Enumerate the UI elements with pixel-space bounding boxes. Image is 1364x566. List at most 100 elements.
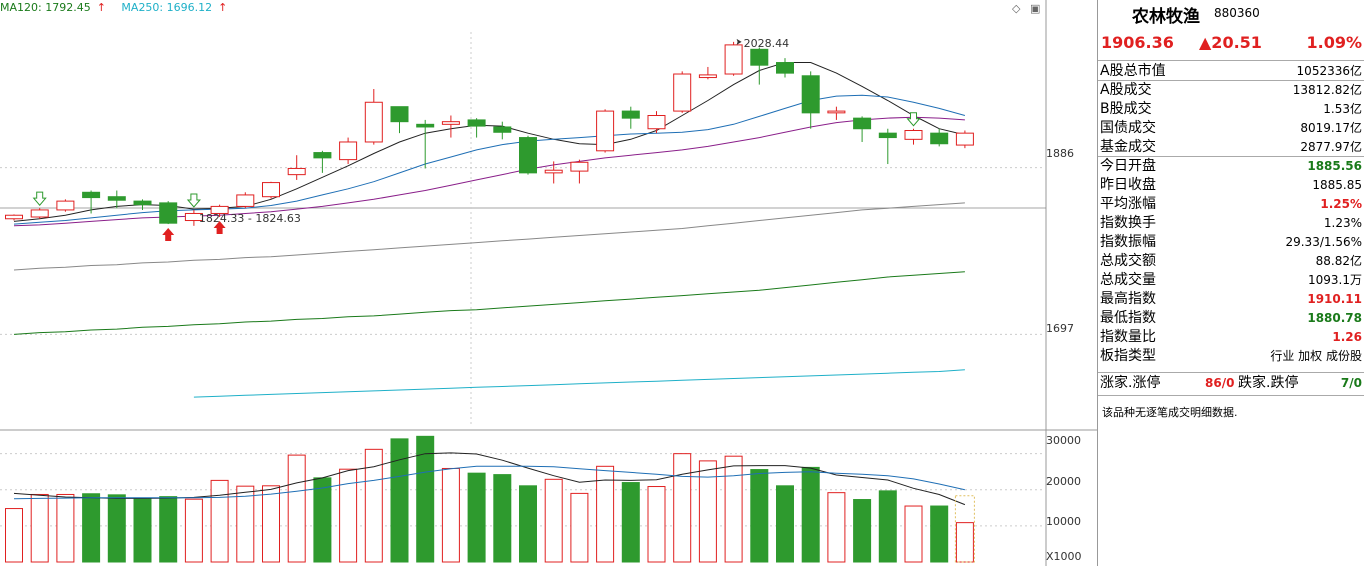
sell-signal-down-arrow-icon bbox=[906, 112, 921, 127]
volume-bar-down bbox=[621, 482, 640, 563]
candle-body-up bbox=[955, 132, 974, 146]
divider bbox=[1098, 60, 1364, 61]
volume-bar-down bbox=[776, 485, 794, 563]
volume-bar-down bbox=[519, 485, 537, 563]
candle-body-down bbox=[621, 110, 640, 119]
candle bbox=[5, 214, 23, 221]
vma5-line bbox=[13, 452, 966, 506]
volume-bar-down bbox=[493, 474, 512, 563]
candle-body-down bbox=[107, 196, 126, 201]
volume-bar-up bbox=[30, 493, 49, 563]
stat-row: 指数换手 1.23% bbox=[1100, 214, 1362, 233]
index-change-pct: 1.09% bbox=[1306, 33, 1362, 52]
candle-body-up bbox=[339, 141, 358, 161]
candle bbox=[339, 137, 358, 165]
stat-label: 最低指数 bbox=[1100, 310, 1156, 326]
volume-axis-label-20000: 20000 bbox=[1046, 475, 1081, 488]
candle-body-down bbox=[878, 132, 897, 139]
divider bbox=[1098, 372, 1364, 373]
candle bbox=[184, 209, 203, 226]
stat-value: 1910.11 bbox=[1307, 292, 1362, 306]
candle-body-up bbox=[5, 214, 23, 220]
stat-row: B股成交 1.53亿 bbox=[1100, 100, 1362, 119]
candle bbox=[724, 41, 743, 76]
breadth-up-value: 86/0 bbox=[1205, 376, 1235, 390]
volume-bar-down bbox=[467, 472, 486, 563]
low-range-annotation: 1824.33 - 1824.63 bbox=[199, 212, 301, 225]
volume-bar-down bbox=[82, 493, 101, 563]
candle bbox=[82, 190, 101, 214]
stat-label: A股成交 bbox=[1100, 82, 1152, 98]
candle bbox=[133, 199, 152, 210]
volume-axis-unit: X1000 bbox=[1046, 550, 1082, 563]
ma120-up-arrow-icon: ↑ bbox=[96, 1, 106, 14]
volume-bar-down bbox=[133, 498, 152, 563]
candle bbox=[570, 159, 589, 184]
candle bbox=[159, 201, 178, 225]
candle bbox=[827, 106, 846, 120]
restore-window-icon[interactable]: ▣ bbox=[1030, 2, 1041, 15]
candle-body-up bbox=[56, 200, 75, 211]
stat-label: 今日开盘 bbox=[1100, 158, 1156, 174]
candle-body-up bbox=[184, 212, 203, 222]
stat-value: 88.82亿 bbox=[1315, 254, 1362, 268]
stat-value: 1093.1万 bbox=[1308, 273, 1362, 287]
volume-bar-up bbox=[570, 492, 589, 563]
volume-bar-up bbox=[5, 508, 23, 563]
diamond-icon[interactable]: ◇ bbox=[1012, 2, 1021, 15]
stat-label: 昨日收盘 bbox=[1100, 177, 1156, 193]
breadth-up-label: 涨家.涨停 bbox=[1100, 375, 1161, 391]
volume-bar-up bbox=[698, 460, 717, 563]
stat-label: 总成交量 bbox=[1100, 272, 1156, 288]
kline-chart[interactable]: 2028.44 1824.33 - 1824.63 bbox=[0, 0, 1097, 566]
candle-body-up bbox=[570, 161, 589, 172]
volume-bar-up bbox=[904, 505, 923, 563]
candle bbox=[801, 71, 820, 129]
ma60-line bbox=[13, 202, 965, 271]
volume-bar-up bbox=[184, 498, 203, 563]
candle bbox=[698, 66, 717, 80]
ma20-line bbox=[13, 116, 965, 227]
candle-body-up bbox=[30, 209, 49, 218]
stat-value: 1.25% bbox=[1320, 197, 1362, 211]
candle bbox=[107, 190, 126, 209]
candle bbox=[878, 128, 897, 165]
stat-label: 基金成交 bbox=[1100, 139, 1156, 155]
candle bbox=[441, 115, 460, 138]
stat-value: 2877.97亿 bbox=[1300, 140, 1362, 154]
volume-bar-up bbox=[210, 479, 229, 563]
stat-value: 1885.85 bbox=[1312, 178, 1362, 192]
candle bbox=[467, 118, 486, 138]
candle-body-up bbox=[596, 110, 615, 152]
stat-row: 基金成交 2877.97亿 bbox=[1100, 138, 1362, 157]
candle-body-up bbox=[441, 121, 460, 125]
stat-row: 最高指数 1910.11 bbox=[1100, 290, 1362, 309]
volume-bar-up bbox=[339, 468, 358, 563]
candle-body-down bbox=[159, 202, 178, 224]
candle-body-up bbox=[210, 205, 229, 214]
stat-row: 总成交量 1093.1万 bbox=[1100, 271, 1362, 290]
stat-value: 8019.17亿 bbox=[1300, 121, 1362, 135]
stat-value: 1880.78 bbox=[1307, 311, 1362, 325]
candle bbox=[287, 155, 306, 180]
ma250-up-arrow-icon: ↑ bbox=[218, 1, 228, 14]
ma120-line bbox=[13, 271, 965, 335]
stat-row: 最低指数 1880.78 bbox=[1100, 309, 1362, 328]
candle-body-up bbox=[647, 115, 666, 130]
stat-label: 最高指数 bbox=[1100, 291, 1156, 307]
kline-chart-area[interactable]: 2028.44 1824.33 - 1824.63 MA120: 1792.45 ↑… bbox=[0, 0, 1097, 566]
ma250-legend: MA250: 1696.12 ↑ bbox=[121, 1, 228, 14]
candle bbox=[262, 181, 280, 199]
stat-value: 1.26 bbox=[1332, 330, 1362, 344]
candle bbox=[673, 71, 692, 113]
volume-bar-up bbox=[441, 467, 460, 563]
candle bbox=[750, 47, 769, 85]
candle-body-up bbox=[287, 167, 306, 176]
stat-label: 国债成交 bbox=[1100, 120, 1156, 136]
divider bbox=[1098, 395, 1364, 396]
candle-body-up bbox=[236, 194, 255, 207]
stat-row: 平均涨幅 1.25% bbox=[1100, 195, 1362, 214]
buy-signal-up-arrow-icon bbox=[213, 221, 226, 234]
volume-bar-up bbox=[596, 465, 615, 563]
candle bbox=[853, 116, 872, 142]
